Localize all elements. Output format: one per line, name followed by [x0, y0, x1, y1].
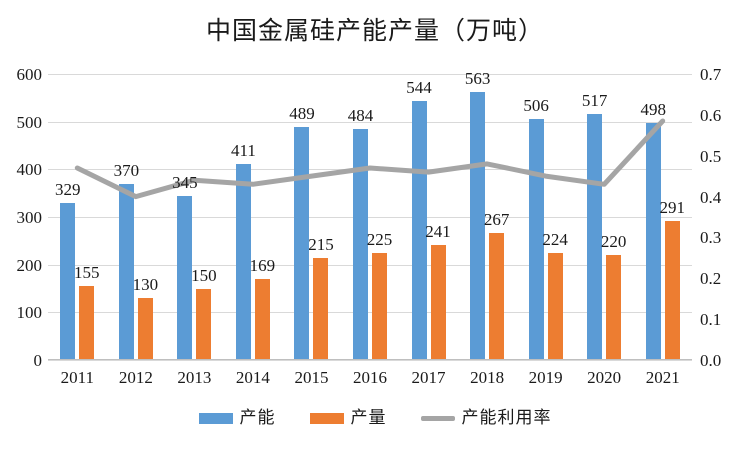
bar-label-capacity: 484 [347, 106, 374, 126]
bar-label-output: 291 [659, 198, 685, 218]
y-axis-left-tick: 200 [16, 255, 43, 275]
bar-label-capacity: 345 [172, 172, 198, 192]
y-axis-left-tick: 0 [33, 351, 43, 370]
x-axis-tick: 2021 [645, 368, 680, 387]
bar-capacity [353, 129, 368, 360]
plot-area [48, 74, 692, 361]
gridline [48, 217, 692, 218]
y-axis-left-tick: 600 [16, 65, 43, 84]
bar-output [606, 255, 622, 360]
bar-capacity [411, 100, 427, 360]
bar-output [664, 221, 680, 360]
legend-item[interactable]: 产量 [309, 408, 387, 428]
bar-output [372, 252, 387, 360]
legend-label: 产量 [350, 408, 387, 427]
bar-label-output: 155 [74, 263, 100, 283]
x-axis-tick: 2013 [177, 368, 212, 387]
chart-legend: 产能 产量 产能利用率 [0, 408, 750, 428]
bar-output [489, 232, 505, 360]
legend-item[interactable]: 产能利用率 [420, 408, 552, 428]
y-axis-left-tick: 300 [16, 208, 43, 227]
bar-capacity [470, 91, 486, 360]
legend-label: 产能利用率 [461, 408, 552, 427]
legend-item[interactable]: 产能 [198, 408, 276, 428]
legend-color-swatch-icon [198, 412, 233, 424]
legend-color-swatch-icon [309, 412, 344, 424]
bar-capacity [118, 183, 134, 360]
bar-label-capacity: 506 [523, 95, 549, 115]
bar-output [137, 298, 153, 360]
bar-output [196, 288, 212, 360]
bar-label-capacity: 517 [581, 90, 608, 110]
y-axis-left-tick: 400 [16, 160, 43, 180]
bar-label-output: 220 [600, 232, 627, 252]
x-axis-tick: 2018 [470, 368, 505, 387]
bar-label-capacity: 329 [55, 180, 81, 200]
bar-label-output: 130 [132, 275, 159, 295]
y-axis-right-tick: 0.1 [700, 310, 722, 330]
x-axis-tick: 2012 [118, 368, 153, 387]
bar-capacity [294, 126, 310, 360]
bar-output [254, 279, 270, 360]
bar-label-output: 169 [249, 256, 276, 276]
utilization-line [74, 118, 666, 200]
bar-label-output: 267 [483, 209, 510, 229]
bar-label-capacity: 498 [640, 99, 666, 119]
bar-capacity [177, 195, 193, 360]
bar-label-output: 150 [191, 265, 217, 285]
bar-output [79, 286, 95, 360]
legend-line-swatch-icon [420, 415, 455, 421]
y-axis-right-tick: 0.4 [700, 187, 722, 207]
bar-label-output: 225 [366, 229, 393, 249]
y-axis-right-tick: 0.7 [700, 65, 722, 84]
bar-label-output: 241 [425, 222, 451, 242]
y-axis-left-tick: 100 [16, 303, 43, 323]
bar-output [430, 245, 446, 360]
bar-output [313, 257, 329, 360]
gridline [48, 121, 692, 123]
bar-label-capacity: 544 [406, 77, 432, 97]
x-axis-tick: 2015 [294, 368, 329, 387]
gridline [48, 74, 692, 75]
bar-capacity [587, 113, 603, 360]
x-axis-tick: 2017 [411, 368, 446, 387]
x-axis-tick: 2019 [528, 368, 563, 387]
legend-label: 产能 [239, 408, 276, 427]
line-series-utilization [74, 118, 666, 200]
y-axis-right-tick: 0.6 [700, 105, 722, 125]
x-axis-line [48, 359, 692, 360]
bar-capacity [645, 122, 661, 360]
bar-capacity [235, 164, 251, 360]
gridline [48, 360, 692, 361]
bar-output [547, 253, 563, 360]
y-axis-right-tick: 0.2 [700, 269, 722, 289]
x-axis-tick: 2014 [235, 368, 270, 387]
x-axis-tick: 2020 [587, 368, 622, 387]
x-axis-tick: 2016 [353, 368, 387, 387]
gridline [48, 312, 692, 314]
y-axis-right-tick: 0.3 [700, 228, 722, 248]
x-axis-tick: 2011 [60, 368, 94, 387]
bar-label-capacity: 370 [113, 160, 140, 180]
y-axis-left-tick: 500 [16, 112, 43, 132]
bar-label-capacity: 489 [289, 103, 315, 123]
y-axis-right-tick: 0.0 [700, 351, 722, 370]
chart-title: 中国金属硅产能产量（万吨） [205, 18, 544, 45]
y-axis-right-tick: 0.5 [700, 146, 722, 166]
bar-label-output: 224 [542, 230, 568, 250]
bar-capacity [528, 118, 544, 360]
bar-label-output: 215 [308, 234, 334, 254]
bar-label-capacity: 411 [230, 141, 256, 161]
bar-label-capacity: 563 [464, 68, 491, 88]
gridline [48, 264, 692, 266]
bar-capacity [60, 203, 76, 360]
